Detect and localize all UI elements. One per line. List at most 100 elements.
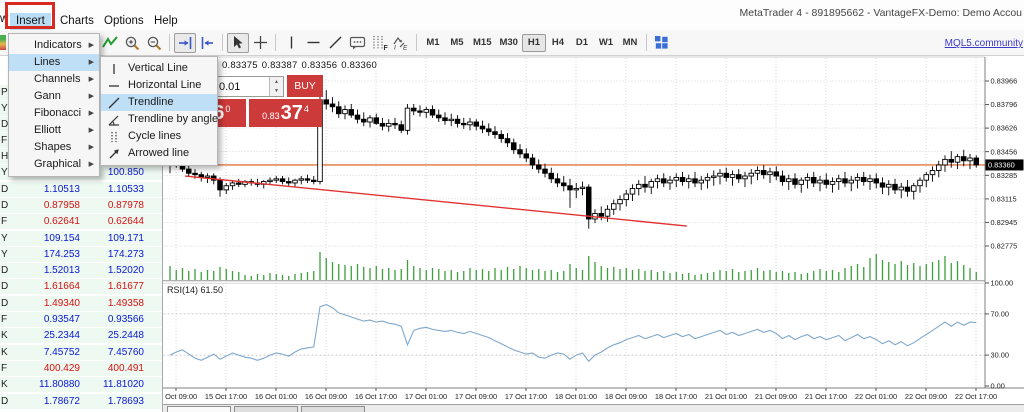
buy-button[interactable]: BUY [287, 75, 323, 97]
menu-item-gann[interactable]: Gann ▶ [9, 88, 99, 105]
menu-item-fibonacci[interactable]: Fibonacci ▶ [9, 105, 99, 122]
market-watch-row[interactable]: D 0.87958 0.87978 [0, 197, 162, 214]
timeframe-button-h4[interactable]: H4 [551, 37, 565, 48]
volume-field[interactable]: ▲ ▼ [214, 76, 284, 97]
ask-price: 0.87978 [107, 199, 144, 211]
timeframe-button-m15[interactable]: M15 [473, 37, 492, 48]
market-watch-row[interactable]: K 11.80880 11.81020 [0, 377, 162, 394]
current-price-tag: 0.83360 [985, 159, 1024, 171]
menu-item-elliott[interactable]: Elliott ▶ [9, 122, 99, 139]
stepper-up-icon[interactable]: ▲ [274, 78, 279, 85]
chart-tab[interactable] [301, 406, 365, 412]
menu-item-insert[interactable]: Insert [10, 13, 51, 30]
zoom-out-icon[interactable] [143, 33, 165, 53]
timeframe-button-h1[interactable]: H1 [521, 33, 546, 52]
market-watch-row[interactable]: Y 174.253 174.273 [0, 246, 162, 263]
chart-tab[interactable] [234, 406, 298, 412]
trendline-tool-icon[interactable] [324, 33, 346, 53]
market-watch-row[interactable]: D 1.61664 1.61677 [0, 279, 162, 296]
market-watch-row[interactable]: D 1.52013 1.52020 [0, 263, 162, 280]
zoom-in-icon[interactable] [121, 33, 143, 53]
market-watch-row[interactable]: Y 109.154 109.171 [0, 230, 162, 247]
svg-text:30.00: 30.00 [991, 351, 1010, 360]
menu-item-channels[interactable]: Channels ▶ [9, 71, 99, 88]
menu-item-graphical[interactable]: Graphical ▶ [9, 156, 99, 173]
submenu-item-vertical-line[interactable]: Vertical Line [101, 60, 217, 77]
market-watch-row[interactable]: D 1.10513 1.10533 [0, 181, 162, 198]
symbol-fragment: P [1, 87, 8, 98]
vertical-line-tool-icon[interactable] [280, 33, 302, 53]
market-watch-row[interactable]: K 7.45752 7.45760 [0, 344, 162, 361]
bid-price: 109.154 [43, 232, 80, 244]
svg-text:17 Oct 09:00: 17 Oct 09:00 [455, 392, 497, 401]
menu-item-indicators[interactable]: Indicators ▶ [9, 37, 99, 54]
ask-price: 1.52020 [107, 265, 144, 277]
timeframe-button-d1[interactable]: D1 [575, 37, 589, 48]
symbol-fragment: K [1, 346, 8, 358]
timeframe-button-m5[interactable]: M5 [450, 37, 464, 48]
ohlc-low: 0.83356 [301, 60, 338, 71]
svg-text:E: E [403, 44, 408, 51]
chart-tab-bar [163, 404, 1024, 412]
bid-price: 0.93547 [43, 314, 80, 325]
submenu-item-trendline[interactable]: Trendline [101, 94, 217, 111]
trendline-annotation [184, 175, 687, 227]
volume-input[interactable] [215, 77, 269, 96]
mql5-community-link[interactable]: MQL5.community [944, 38, 1023, 49]
menu-item-charts[interactable]: Charts [60, 15, 94, 27]
toolbar-separator [275, 34, 276, 51]
timeframe-button-mn[interactable]: MN [622, 37, 638, 48]
menu-item-options[interactable]: Options [104, 15, 144, 27]
toolbar-icon-partial [0, 35, 6, 50]
symbol-fragment: D [1, 199, 9, 211]
crosshair-tool-icon[interactable] [249, 33, 271, 53]
horizontal-line-tool-icon[interactable] [302, 33, 324, 53]
menu-item-view-fragment[interactable]: w [0, 13, 9, 25]
timeframe-button-m1[interactable]: M1 [426, 37, 440, 48]
submenu-item-horizontal-line[interactable]: Horizontal Line [101, 77, 217, 94]
chart-grid [163, 58, 985, 386]
insert-dropdown-menu: Indicators ▶ Lines ▶ Channels ▶ Gann ▶ Fibonacci… [8, 33, 100, 177]
timeframe-button-m30[interactable]: M30 [499, 37, 518, 48]
bid-price: 1.52013 [43, 265, 80, 277]
submenu-item-cycle-lines[interactable]: Cycle lines [101, 128, 217, 145]
market-watch-row[interactable]: F 400.429 400.491 [0, 360, 162, 377]
ohlc-close: 0.83360 [341, 60, 377, 71]
menu-item-shapes[interactable]: Shapes ▶ [9, 139, 99, 156]
buy-price-big: 37 [280, 102, 303, 124]
svg-text:0.83796: 0.83796 [991, 100, 1018, 109]
tile-windows-icon[interactable] [651, 33, 673, 53]
auto-scroll-icon[interactable] [174, 32, 196, 53]
submenu-item-arrowed-line[interactable]: Arrowed line [101, 145, 217, 162]
indicator-zigzag-icon[interactable] [99, 33, 121, 53]
text-label-tool-icon[interactable] [346, 33, 368, 53]
ask-price: 100.850 [107, 167, 144, 179]
chart-shift-icon[interactable] [196, 33, 218, 53]
svg-text:18 Oct 09:00: 18 Oct 09:00 [605, 392, 647, 401]
bid-price: 1.61664 [43, 281, 80, 293]
timeframe-group: M1 M5 M15 M30 H1 H4 D1 W1 MN [421, 33, 642, 52]
timeframe-button-w1[interactable]: W1 [598, 37, 614, 48]
buy-price-button[interactable]: 0.83 37 4 [249, 99, 322, 127]
submenu-item-trendline-by-angle[interactable]: Trendline by angle [101, 111, 218, 128]
market-watch-row[interactable]: K 25.2344 25.2448 [0, 328, 162, 345]
market-watch-row[interactable]: D 1.78672 1.78693 [0, 393, 162, 410]
market-watch-row[interactable]: F 0.62641 0.62644 [0, 214, 162, 231]
ask-price: 1.49358 [107, 297, 144, 309]
stepper-down-icon[interactable]: ▼ [274, 88, 279, 95]
bid-price: 11.80880 [39, 379, 80, 391]
menu-item-help[interactable]: Help [154, 15, 178, 27]
chart-tab-active[interactable] [167, 406, 231, 412]
volume-stepper[interactable]: ▲ ▼ [269, 77, 283, 96]
svg-text:F: F [383, 45, 388, 51]
svg-text:18 Oct 01:00: 18 Oct 01:00 [555, 392, 597, 401]
submenu-arrow-icon: ▶ [88, 127, 94, 134]
market-watch-row[interactable]: F 0.93547 0.93566 [0, 312, 162, 328]
market-watch-row[interactable]: D 1.49340 1.49358 [0, 295, 162, 312]
fibonacci-tool-icon[interactable]: F [368, 33, 390, 53]
cursor-tool-icon[interactable] [227, 32, 249, 53]
svg-text:0.82945: 0.82945 [991, 218, 1018, 227]
bid-price: 1.78672 [43, 395, 80, 407]
menu-item-lines[interactable]: Lines ▶ [9, 54, 99, 71]
